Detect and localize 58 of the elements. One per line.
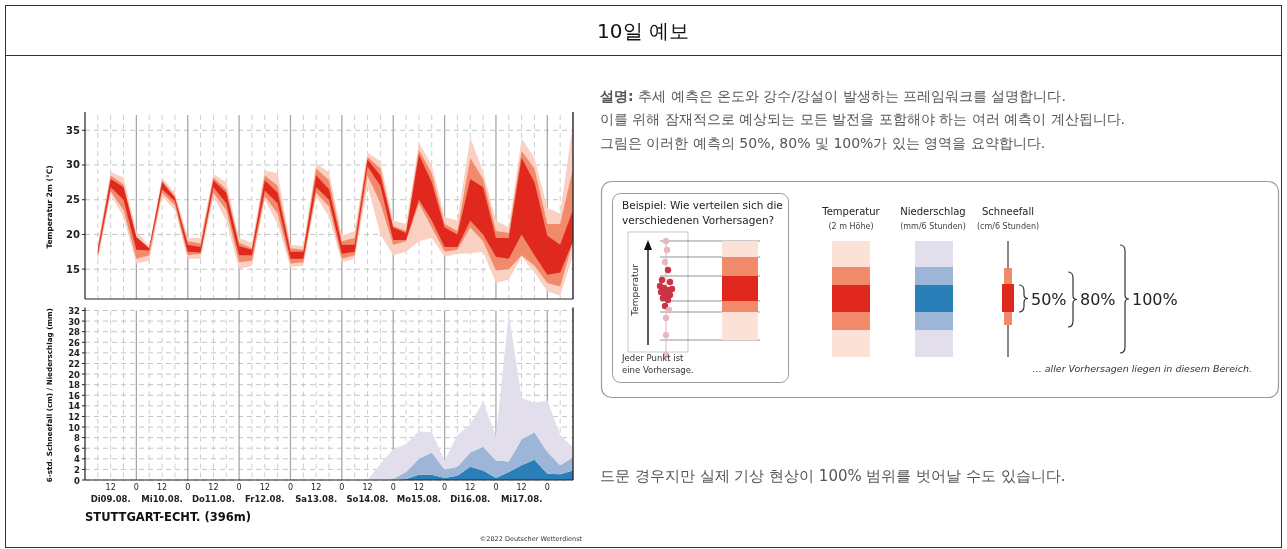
text: (2 m Höhe)	[828, 222, 874, 231]
text: 그림은 이러한 예측의 50%, 80% 및 100%가 있는 영역을 요약합니다.	[600, 135, 1046, 151]
y-tick-label: 28	[68, 327, 81, 338]
x-tick-label: 12 Mi10.08.	[141, 483, 183, 504]
y-tick-label: 18	[68, 380, 81, 391]
text: 설명: 추세 예측은 온도와 강수/강설이 발생하는 프레임워크를 설명합니다.	[600, 88, 1066, 104]
y-tick-label: 2	[74, 464, 81, 475]
y-tick-label: 35	[66, 124, 81, 136]
y-tick-label: 24	[68, 348, 81, 359]
y-tick-label: 32	[68, 306, 81, 316]
y-tick-label: 8	[74, 433, 81, 444]
x-tick-label: 0	[544, 483, 550, 492]
x-tick-label: 12 So14.08.	[346, 483, 389, 504]
text: STUTTGART-ECHT. (396m)	[85, 510, 251, 524]
y-tick-label: 30	[68, 316, 81, 327]
x-tick-label: 12 Mi17.08.	[500, 483, 543, 504]
x-tick-label: 12 Fr12.08.	[245, 483, 285, 504]
y-tick-label: 16	[68, 390, 81, 401]
y-tick-label: 30	[66, 159, 81, 171]
x-tick-label: 0	[287, 483, 294, 492]
text: Beispiel: Wie verteilen sich die verschiedenen Vorhersagen?	[622, 199, 783, 226]
text: ... aller Vorhersagen liegen in diesem Bereich.	[1032, 363, 1252, 374]
y-tick-label: 20	[66, 228, 81, 240]
text: Schneefall	[981, 206, 1035, 217]
text: Temperatur	[821, 206, 881, 217]
x-tick-label: 12 Mo15.08.	[396, 483, 442, 504]
text: 100%	[1132, 290, 1178, 309]
x-tick-label: 0	[390, 483, 396, 492]
y-tick-label: 26	[68, 337, 81, 348]
x-tick-label: 12 Do11.08.	[191, 483, 235, 504]
x-tick-label: 0	[442, 483, 448, 492]
text: 드문 경우지만 실제 기상 현상이 100% 범위를 벗어날 수도 있습니다.	[600, 467, 1066, 485]
y-tick-label: 6	[74, 443, 81, 454]
y-tick-label: 25	[66, 194, 81, 206]
text: 10일 예보	[597, 19, 689, 43]
text: Temperatur	[630, 263, 640, 317]
x-tick-label: 12 Sa13.08.	[295, 483, 338, 504]
x-tick-label: 0	[236, 483, 242, 492]
y-tick-label: 12	[68, 411, 81, 422]
text: Niederschlag	[900, 206, 966, 217]
y-tick-label: 22	[68, 358, 81, 369]
text: 이를 위해 잠재적으로 예상되는 모든 발전을 포함해야 하는 여러 예측이 계산됩니다.	[600, 111, 1125, 127]
text: 80%	[1080, 290, 1116, 309]
text: Jeder Punkt ist eine Vorhersage.	[621, 353, 694, 375]
text: 50%	[1031, 290, 1067, 309]
x-tick-label: 0	[339, 483, 345, 492]
x-tick-label: 12 Di16.08.	[450, 483, 491, 504]
y-tick-label: 10	[68, 422, 81, 433]
text: (cm/6 Stunden)	[976, 222, 1040, 231]
y-tick-label: 15	[66, 263, 81, 275]
x-tick-label: 0	[493, 483, 499, 492]
text: (mm/6 Stunden)	[900, 222, 966, 231]
x-tick-label: 0	[133, 483, 139, 492]
y-tick-label: 20	[68, 369, 81, 380]
x-tick-label: 12 Di09.08.	[90, 483, 131, 504]
x-tick-label: 0	[185, 483, 191, 492]
y-tick-label: 14	[68, 401, 81, 412]
y-tick-label: 4	[74, 454, 81, 465]
